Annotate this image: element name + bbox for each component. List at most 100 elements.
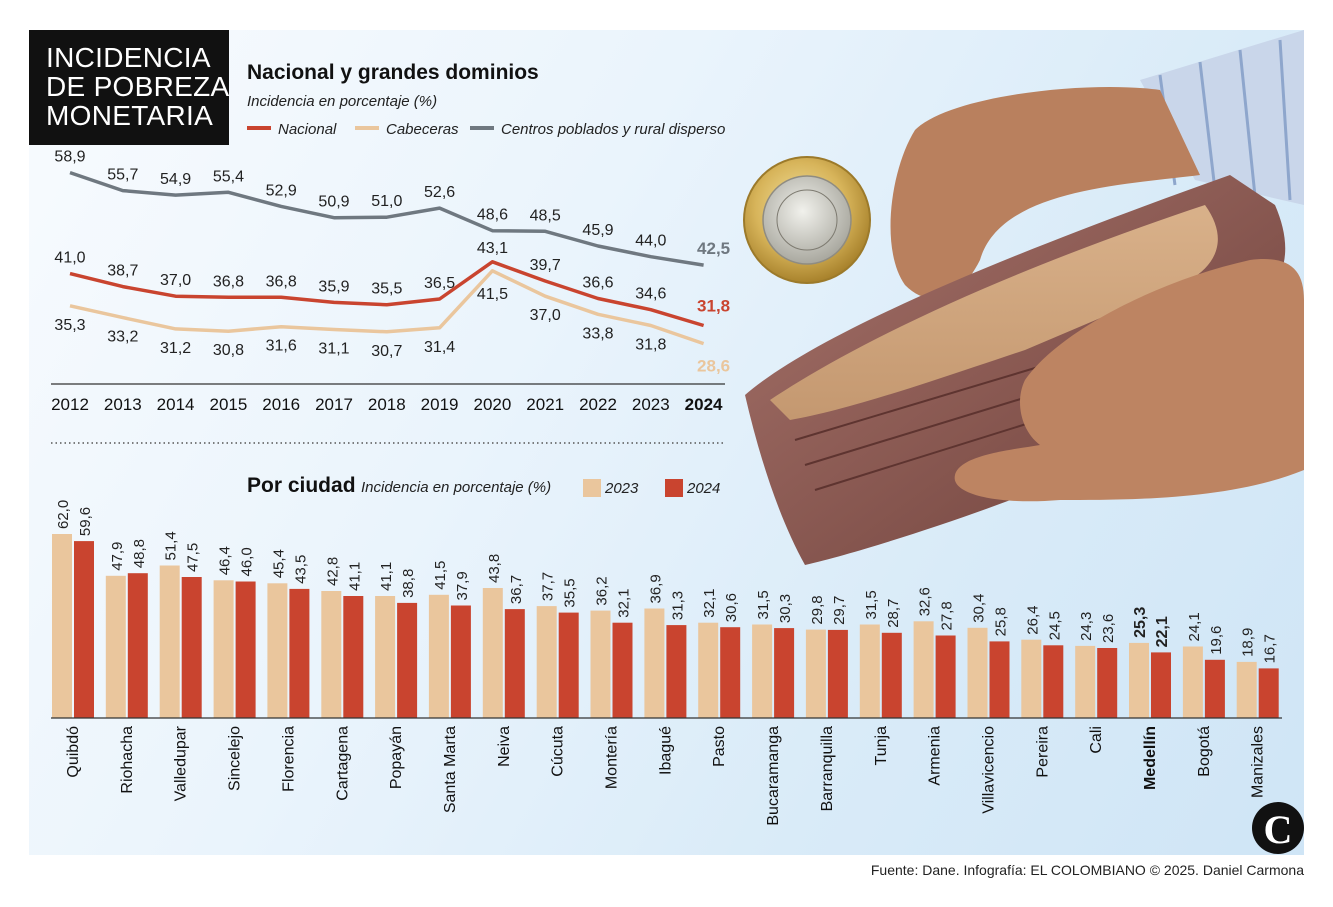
bar-bar2023-Tunja (859, 624, 880, 718)
data-label-nacional-2020: 43,1 (477, 240, 508, 257)
x-tick-2019: 2019 (421, 395, 459, 414)
bar-label-bar2023-Pasto: 32,1 (701, 588, 718, 617)
category-label-Riohacha: Riohacha (119, 726, 136, 794)
bar-bar2024-Valledupar (181, 577, 202, 718)
bar-bar2024-Armenia (935, 635, 956, 718)
bar-label-bar2024-Bogotá: 19,6 (1208, 626, 1225, 655)
x-tick-2013: 2013 (104, 395, 142, 414)
bar-label-bar2024-Popayán: 38,8 (400, 569, 417, 598)
category-label-Sincelejo: Sincelejo (227, 726, 244, 791)
bar-label-bar2023-Bucaramanga: 31,5 (755, 590, 772, 619)
bar-bar2023-Riohacha (105, 575, 126, 718)
bar-label-bar2024-Barranquilla: 29,7 (831, 596, 848, 625)
bar-chart-subtitle: Incidencia en porcentaje (%) (361, 479, 551, 496)
bar-bar2024-Santa Marta (450, 605, 471, 718)
bar-label-bar2024-Pasto: 30,6 (723, 593, 740, 622)
logo-letter: C (1264, 807, 1293, 852)
bar-label-bar2024-Medellín: 22,1 (1154, 616, 1171, 647)
data-label-rural-2019: 52,6 (424, 184, 455, 201)
data-label-rural-2020: 48,6 (477, 207, 508, 224)
bar-bar2024-Ibagué (666, 625, 687, 718)
data-label-nacional-2015: 36,8 (213, 273, 244, 290)
bar-bar2023-Pereira (1021, 639, 1042, 718)
data-label-rural-2016: 52,9 (266, 182, 297, 199)
bar-label-bar2024-Santa Marta: 37,9 (454, 571, 471, 600)
bar-label-bar2023-Santa Marta: 41,5 (432, 561, 449, 590)
bar-bar2024-Montería (612, 622, 633, 718)
bar-bar2023-Popayán (375, 596, 396, 718)
legend-swatch-bar2023 (583, 479, 601, 497)
data-label-rural-2024: 42,5 (697, 239, 730, 258)
bar-label-bar2023-Neiva: 43,8 (486, 554, 503, 583)
headline-line-2: DE POBREZA (46, 71, 230, 102)
bar-label-bar2023-Florencia: 45,4 (270, 549, 287, 578)
bar-label-bar2024-Cali: 23,6 (1100, 614, 1117, 643)
bar-label-bar2024-Cartagena: 41,1 (346, 562, 363, 591)
bar-label-bar2024-Villavicencio: 25,8 (993, 607, 1010, 636)
bar-bar2023-Neiva (482, 588, 503, 718)
line-series-group: 41,0 38,7 37,0 36,8 36,8 35,9 35,5 36,5 43,1 39,7… (54, 149, 730, 376)
category-label-Santa Marta: Santa Marta (442, 726, 459, 813)
source-credit: Fuente: Dane. Infografía: EL COLOMBIANO … (870, 862, 1304, 878)
x-axis-tick-labels: 2012 2013 2014 2015 2016 2017 2018 2019 2020 2021… (51, 395, 723, 414)
bar-label-bar2024-Sincelejo: 46,0 (239, 547, 256, 576)
bar-bar2023-Valledupar (159, 565, 180, 718)
category-label-Bucaramanga: Bucaramanga (765, 726, 782, 826)
data-label-rural-2023: 44,0 (635, 233, 666, 250)
series-line-cabeceras (69, 269, 705, 346)
category-label-Florencia: Florencia (280, 726, 297, 792)
data-label-rural-2021: 48,5 (530, 207, 561, 224)
bar-label-bar2023-Cali: 24,3 (1078, 612, 1095, 641)
legend-label-bar2023: 2023 (604, 480, 639, 497)
category-label-Ibagué: Ibagué (657, 726, 674, 775)
bar-label-bar2023-Montería: 36,2 (594, 576, 611, 605)
bar-bar2023-Ibagué (644, 608, 665, 718)
bar-label-bar2023-Ibagué: 36,9 (647, 574, 664, 603)
bar-label-bar2023-Medellín: 25,3 (1132, 607, 1149, 638)
data-label-rural-2018: 51,0 (371, 193, 402, 210)
bar-legend: 2023 2024 (583, 479, 720, 497)
bar-label-bar2024-Neiva: 36,7 (508, 575, 525, 604)
series-line-rural (69, 170, 704, 267)
category-label-Medellín: Medellín (1142, 726, 1159, 790)
bar-bar2023-Quibdó (52, 534, 72, 718)
bar-bar2023-Cali (1075, 645, 1096, 718)
bar-bar2024-Cartagena (343, 596, 364, 718)
bar-label-bar2023-Valledupar: 51,4 (163, 531, 180, 560)
data-label-nacional-2012: 41,0 (54, 250, 85, 267)
data-label-cabeceras-2024: 28,6 (697, 357, 730, 376)
legend-label-cabeceras: Cabeceras (386, 121, 459, 138)
line-chart: Nacional y grandes dominios Incidencia e… (51, 61, 730, 414)
bar-bar2024-Quibdó (74, 541, 94, 718)
bar-label-bar2023-Armenia: 32,6 (917, 587, 934, 616)
data-label-cabeceras-2023: 31,8 (635, 337, 666, 354)
data-label-rural-2013: 55,7 (107, 167, 138, 184)
bar-label-bar2024-Quibdó: 59,6 (77, 507, 94, 536)
bar-marks-group: 62,0 59,6 Quibdó 47,9 48,8 Riohacha 51,4 47,5 Va… (52, 500, 1279, 826)
data-label-rural-2022: 45,9 (582, 222, 613, 239)
data-label-nacional-2019: 36,5 (424, 275, 455, 292)
bar-bar2023-Cúcuta (536, 606, 557, 718)
data-label-rural-2017: 50,9 (318, 194, 349, 211)
bar-bar2023-Sincelejo (213, 580, 234, 718)
data-label-cabeceras-2019: 31,4 (424, 339, 455, 356)
x-tick-2021: 2021 (526, 395, 564, 414)
bar-label-bar2023-Cúcuta: 37,7 (540, 572, 557, 601)
bar-label-bar2023-Quibdó: 62,0 (55, 500, 72, 529)
data-label-nacional-2018: 35,5 (371, 281, 402, 298)
bar-bar2024-Pereira (1043, 645, 1064, 718)
data-label-cabeceras-2013: 33,2 (107, 329, 138, 346)
bar-label-bar2024-Bucaramanga: 30,3 (777, 594, 794, 623)
bar-bar2023-Barranquilla (805, 629, 826, 718)
bar-label-bar2023-Cartagena: 42,8 (324, 557, 341, 586)
bar-bar2024-Tunja (881, 632, 902, 718)
legend-label-rural: Centros poblados y rural disperso (501, 121, 725, 138)
x-tick-2020: 2020 (473, 395, 511, 414)
data-label-nacional-2021: 39,7 (530, 257, 561, 274)
data-label-nacional-2022: 36,6 (582, 274, 613, 291)
data-label-nacional-2013: 38,7 (107, 263, 138, 280)
x-tick-2023: 2023 (632, 395, 670, 414)
legend-label-bar2024: 2024 (686, 480, 720, 497)
legend-swatch-bar2024 (665, 479, 683, 497)
